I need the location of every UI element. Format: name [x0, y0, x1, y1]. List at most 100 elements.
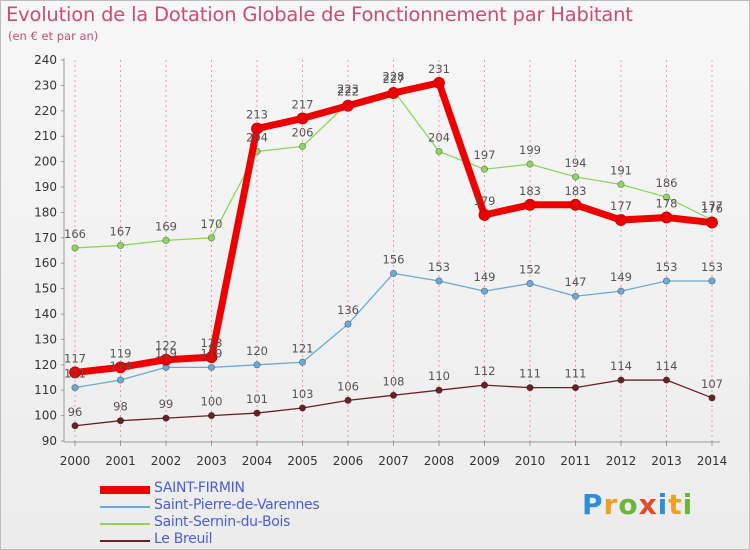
- data-label: 108: [383, 374, 405, 388]
- legend-item-saint-sernin-du-bois[interactable]: Saint-Sernin-du-Bois: [100, 514, 420, 532]
- x-tick-label: 2000: [60, 454, 91, 468]
- data-point: [69, 366, 81, 379]
- data-label: 204: [246, 130, 268, 144]
- data-point: [708, 394, 716, 402]
- data-label: 167: [110, 224, 132, 238]
- legend-item-le-breuil[interactable]: Le Breuil: [100, 531, 420, 549]
- data-point: [71, 244, 79, 252]
- data-point: [207, 234, 216, 242]
- y-tick-label: 100: [34, 409, 57, 423]
- data-label: 111: [565, 367, 587, 381]
- data-point: [389, 269, 398, 277]
- x-tick-label: 2001: [105, 454, 136, 468]
- data-point: [116, 376, 125, 384]
- data-label: 166: [64, 227, 86, 241]
- data-label: 206: [292, 125, 314, 139]
- data-label: 222: [337, 85, 359, 99]
- data-point: [526, 160, 534, 168]
- data-point: [433, 76, 445, 89]
- data-label: 176: [701, 202, 723, 216]
- data-point: [480, 287, 489, 295]
- data-point: [344, 320, 352, 328]
- y-tick-label: 120: [34, 358, 57, 372]
- data-point: [116, 417, 125, 425]
- data-point: [480, 381, 489, 389]
- data-point: [116, 241, 125, 250]
- y-tick-label: 230: [34, 78, 57, 92]
- x-tick-label: 2011: [560, 454, 591, 468]
- data-point: [298, 142, 307, 150]
- data-label: 197: [474, 148, 496, 162]
- data-label: 178: [656, 196, 678, 210]
- data-label: 147: [565, 275, 587, 289]
- data-label: 149: [474, 270, 496, 284]
- data-point: [160, 353, 172, 366]
- data-label: 191: [610, 163, 632, 177]
- data-point: [387, 87, 400, 99]
- data-point: [162, 414, 170, 422]
- data-label: 183: [565, 184, 587, 198]
- line-chart: 90 100 110 120 130 140 150 160 170 180 190 200 210 22…: [34, 53, 727, 468]
- data-point: [662, 193, 671, 201]
- data-point: [524, 198, 536, 211]
- data-label: 179: [474, 194, 496, 208]
- data-point: [435, 147, 443, 156]
- y-tick-label: 190: [34, 180, 57, 194]
- data-label: 99: [159, 397, 174, 411]
- data-point: [706, 216, 718, 229]
- data-label: 112: [474, 364, 496, 378]
- data-label: 177: [701, 199, 723, 213]
- data-label: 136: [337, 303, 359, 317]
- legend-swatch: [100, 540, 150, 542]
- data-point: [342, 99, 354, 112]
- data-label: 227: [383, 72, 405, 86]
- legend-label: Saint-Sernin-du-Bois: [154, 514, 291, 530]
- data-point: [435, 386, 443, 394]
- legend-item-saint-firmin[interactable]: SAINT-FIRMIN: [100, 480, 420, 498]
- data-label: 107: [701, 377, 723, 391]
- data-label: 228: [383, 69, 405, 83]
- data-label: 152: [519, 263, 541, 277]
- data-label: 119: [155, 346, 177, 360]
- data-label: 183: [519, 184, 541, 198]
- legend-item-saint-pierre-de-varennes[interactable]: Saint-Pierre-de-Varennes: [100, 497, 420, 515]
- data-label: 204: [428, 130, 450, 144]
- data-point: [617, 287, 625, 295]
- data-label: 231: [428, 62, 450, 76]
- data-label: 100: [201, 395, 223, 409]
- x-tick-label: 2005: [287, 454, 318, 468]
- y-tick-label: 140: [34, 307, 57, 321]
- data-point: [253, 361, 261, 369]
- data-point: [478, 209, 491, 221]
- data-label: 111: [519, 367, 541, 381]
- data-point: [253, 409, 261, 417]
- data-point: [71, 384, 79, 392]
- y-tick-label: 210: [34, 129, 57, 143]
- data-point: [71, 422, 79, 430]
- data-label: 149: [610, 270, 632, 284]
- data-label: 111: [64, 367, 86, 381]
- data-label: 120: [246, 344, 268, 358]
- data-label: 156: [383, 252, 405, 266]
- data-label: 199: [519, 143, 541, 157]
- data-label: 119: [201, 346, 223, 360]
- data-label: 123: [201, 336, 223, 350]
- data-label: 217: [292, 97, 314, 111]
- data-label: 153: [428, 260, 450, 274]
- data-label: 223: [337, 82, 359, 96]
- data-point: [251, 122, 263, 135]
- data-label: 153: [656, 260, 678, 274]
- x-tick-label: 2007: [378, 454, 409, 468]
- data-point: [571, 384, 580, 392]
- x-tick-label: 2009: [469, 454, 500, 468]
- proxiti-logo: Proxiti: [582, 488, 694, 521]
- legend-label: SAINT-FIRMIN: [154, 480, 245, 496]
- data-point: [660, 211, 673, 224]
- data-point: [435, 277, 443, 285]
- legend-swatch: [100, 486, 150, 494]
- data-label: 177: [610, 199, 632, 213]
- data-point: [617, 376, 625, 384]
- data-label: 213: [246, 108, 268, 122]
- legend-label: Le Breuil: [154, 531, 213, 547]
- data-point: [205, 351, 218, 364]
